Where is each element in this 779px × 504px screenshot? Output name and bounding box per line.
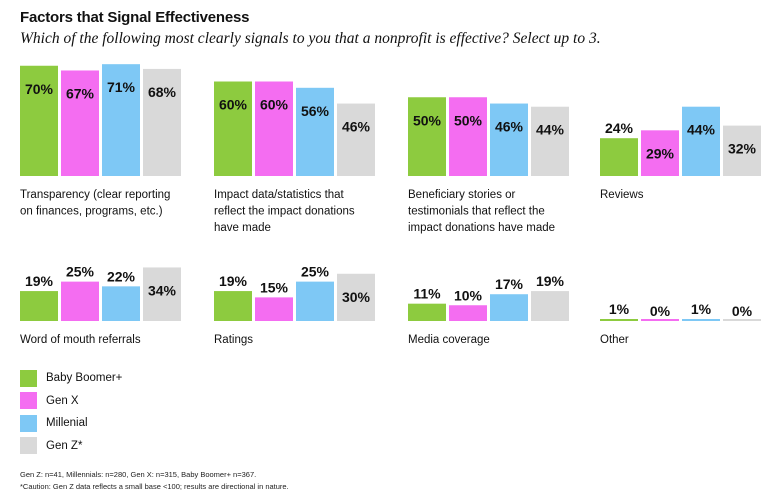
data-label: 1% [609, 301, 630, 317]
data-label: 67% [66, 85, 95, 101]
bar [408, 97, 446, 176]
category-label: Other [600, 334, 629, 346]
footnote-sample-sizes: Gen Z: n=41, Millennials: n=280, Gen X: … [20, 470, 257, 479]
panel-2: 60% 60% 56% 46% Impact data/statistics that r… [214, 81, 375, 234]
data-label: 1% [691, 301, 712, 317]
category-label: Word of mouth referrals [20, 334, 141, 346]
data-label: 29% [646, 145, 675, 161]
bar [600, 319, 638, 321]
category-label: Ratings [214, 334, 253, 346]
data-label: 10% [454, 287, 483, 303]
legend-item-gen-z: Gen Z* [20, 435, 122, 458]
bar [531, 291, 569, 321]
data-label: 0% [650, 303, 671, 319]
data-label: 70% [25, 81, 54, 97]
legend-item-gen-x: Gen X [20, 390, 122, 413]
footnote-caution: *Caution: Gen Z data reflects a small ba… [20, 482, 289, 491]
data-label: 60% [260, 97, 289, 113]
legend-item-millenial: Millenial [20, 412, 122, 435]
bar [20, 65, 58, 176]
data-label: 0% [732, 303, 753, 319]
data-label: 15% [260, 279, 289, 295]
bar [61, 281, 99, 321]
data-label: 19% [219, 273, 248, 289]
bar [723, 319, 761, 321]
bar [682, 106, 720, 176]
legend-label: Gen Z* [46, 439, 83, 452]
data-label: 19% [25, 273, 54, 289]
data-label: 22% [107, 268, 136, 284]
data-label: 30% [342, 289, 371, 305]
data-label: 32% [728, 141, 757, 157]
legend-label: Gen X [46, 394, 79, 407]
category-label: Transparency (clear reporting on finances… [20, 189, 170, 218]
bar [143, 267, 181, 321]
legend-label: Millenial [46, 417, 88, 430]
data-label: 17% [495, 276, 524, 292]
bar [408, 303, 446, 321]
bar [61, 70, 99, 176]
panel-7: 11% 10% 17% 19% Media coverage [408, 273, 569, 346]
bar [531, 106, 569, 176]
legend-swatch [20, 369, 37, 387]
data-label: 68% [148, 84, 177, 100]
category-label: Media coverage [408, 334, 490, 346]
panel-4: 24% 29% 44% 32% Reviews [600, 106, 761, 201]
bar [337, 103, 375, 176]
bar [102, 64, 140, 176]
bar [641, 130, 679, 176]
bar [682, 319, 720, 321]
legend: Baby Boomer+ Gen X Millenial Gen Z* [20, 367, 122, 457]
category-label: Beneficiary stories or testimonials that … [408, 189, 555, 234]
data-label: 50% [413, 112, 442, 128]
panel-3: 50% 50% 46% 44% Beneficiary stories or testim… [408, 97, 569, 234]
bar [20, 291, 58, 321]
bar [255, 297, 293, 321]
panel-6: 19% 15% 25% 30% Ratings [214, 264, 375, 346]
data-label: 11% [413, 286, 441, 302]
panel-1: 70% 67% 71% 68% Transparency (clear reportin… [20, 64, 181, 218]
bar [214, 291, 252, 321]
data-label: 44% [687, 122, 716, 138]
data-label: 56% [301, 103, 330, 119]
bar [600, 138, 638, 176]
data-label: 25% [66, 264, 95, 280]
bar [490, 294, 528, 321]
bar [449, 97, 487, 176]
chart-subtitle: Which of the following most clearly sign… [20, 30, 601, 47]
category-label: Impact data/statistics that reflect the i… [214, 189, 355, 234]
data-label: 34% [148, 282, 177, 298]
data-label: 19% [536, 273, 565, 289]
legend-label: Baby Boomer+ [46, 372, 123, 385]
bar [641, 319, 679, 321]
legend-swatch [20, 414, 37, 432]
bar [102, 286, 140, 321]
bar [255, 81, 293, 176]
data-label: 71% [107, 79, 136, 95]
bar [723, 125, 761, 176]
bar [143, 68, 181, 176]
category-label: Reviews [600, 189, 644, 201]
data-label: 25% [301, 264, 330, 280]
data-label: 60% [219, 97, 248, 113]
bar [490, 103, 528, 176]
data-label: 50% [454, 112, 483, 128]
chart-title: Factors that Signal Effectiveness [20, 9, 250, 26]
legend-swatch [20, 392, 37, 410]
bar [296, 281, 334, 321]
bar [449, 305, 487, 321]
bar [337, 273, 375, 321]
legend-item-baby-boomer: Baby Boomer+ [20, 367, 122, 390]
data-label: 46% [495, 119, 524, 135]
bar [214, 81, 252, 176]
legend-swatch [20, 437, 37, 455]
data-label: 46% [342, 119, 371, 135]
bar [296, 87, 334, 176]
data-label: 44% [536, 122, 565, 138]
data-label: 24% [605, 120, 634, 136]
panel-8: 1% 0% 1% 0% Other [600, 301, 761, 346]
panel-5: 19% 25% 22% 34% Word of mouth referrals [20, 264, 181, 346]
